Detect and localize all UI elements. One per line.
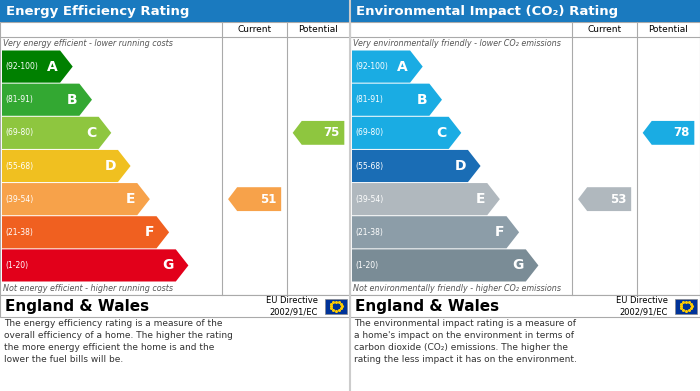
Polygon shape	[352, 216, 519, 248]
Polygon shape	[2, 216, 169, 248]
Polygon shape	[352, 249, 538, 282]
Text: 53: 53	[610, 193, 626, 206]
Text: G: G	[512, 258, 524, 273]
Polygon shape	[228, 187, 281, 211]
Text: (21-38): (21-38)	[5, 228, 33, 237]
Text: 78: 78	[673, 126, 690, 139]
Bar	[0, 295, 350, 317]
Polygon shape	[352, 183, 500, 215]
Text: (21-38): (21-38)	[355, 228, 383, 237]
Text: G: G	[162, 258, 174, 273]
Text: Environmental Impact (CO₂) Rating: Environmental Impact (CO₂) Rating	[356, 5, 618, 18]
Text: England & Wales: England & Wales	[5, 298, 149, 314]
Text: The energy efficiency rating is a measure of the
overall efficiency of a home. T: The energy efficiency rating is a measur…	[4, 319, 233, 364]
Text: F: F	[145, 225, 155, 239]
Text: Very environmentally friendly - lower CO₂ emissions: Very environmentally friendly - lower CO…	[353, 39, 561, 48]
Polygon shape	[352, 117, 461, 149]
Text: (92-100): (92-100)	[5, 62, 38, 71]
Text: Current: Current	[587, 25, 622, 34]
Text: (55-68): (55-68)	[355, 161, 383, 170]
Text: (92-100): (92-100)	[355, 62, 388, 71]
Polygon shape	[352, 84, 442, 116]
Text: The environmental impact rating is a measure of
a home's impact on the environme: The environmental impact rating is a mea…	[354, 319, 577, 364]
Text: A: A	[398, 59, 408, 74]
Text: Not environmentally friendly - higher CO₂ emissions: Not environmentally friendly - higher CO…	[353, 284, 561, 293]
Text: Very energy efficient - lower running costs: Very energy efficient - lower running co…	[3, 39, 173, 48]
Text: (81-91): (81-91)	[355, 95, 383, 104]
Text: Current: Current	[237, 25, 272, 34]
Polygon shape	[352, 150, 480, 182]
Text: 51: 51	[260, 193, 276, 206]
Text: E: E	[476, 192, 485, 206]
Text: Potential: Potential	[299, 25, 338, 34]
Text: Energy Efficiency Rating: Energy Efficiency Rating	[6, 5, 190, 18]
Text: B: B	[66, 93, 78, 107]
Text: D: D	[104, 159, 116, 173]
Text: C: C	[436, 126, 447, 140]
Bar	[350, 295, 700, 317]
Text: (55-68): (55-68)	[5, 161, 33, 170]
Bar	[350, 22, 700, 295]
Polygon shape	[2, 50, 73, 83]
Text: (1-20): (1-20)	[5, 261, 28, 270]
Text: (81-91): (81-91)	[5, 95, 33, 104]
Bar	[325, 298, 347, 314]
Polygon shape	[2, 150, 130, 182]
Polygon shape	[2, 183, 150, 215]
Polygon shape	[2, 249, 188, 282]
Bar	[350, 0, 700, 22]
Text: EU Directive
2002/91/EC: EU Directive 2002/91/EC	[616, 296, 668, 316]
Text: Not energy efficient - higher running costs: Not energy efficient - higher running co…	[3, 284, 173, 293]
Text: (1-20): (1-20)	[355, 261, 378, 270]
Text: E: E	[126, 192, 135, 206]
Text: D: D	[454, 159, 466, 173]
Polygon shape	[293, 121, 344, 145]
Polygon shape	[2, 84, 92, 116]
Bar	[675, 298, 697, 314]
Text: (69-80): (69-80)	[355, 128, 383, 137]
Text: EU Directive
2002/91/EC: EU Directive 2002/91/EC	[266, 296, 318, 316]
Bar	[0, 22, 350, 295]
Polygon shape	[352, 50, 423, 83]
Polygon shape	[578, 187, 631, 211]
Text: C: C	[86, 126, 97, 140]
Text: (69-80): (69-80)	[5, 128, 33, 137]
Text: 75: 75	[323, 126, 340, 139]
Polygon shape	[2, 117, 111, 149]
Text: A: A	[48, 59, 58, 74]
Text: Potential: Potential	[649, 25, 688, 34]
Text: F: F	[495, 225, 505, 239]
Text: (39-54): (39-54)	[5, 195, 34, 204]
Text: B: B	[416, 93, 428, 107]
Bar	[0, 0, 350, 22]
Text: England & Wales: England & Wales	[355, 298, 499, 314]
Polygon shape	[643, 121, 694, 145]
Text: (39-54): (39-54)	[355, 195, 384, 204]
